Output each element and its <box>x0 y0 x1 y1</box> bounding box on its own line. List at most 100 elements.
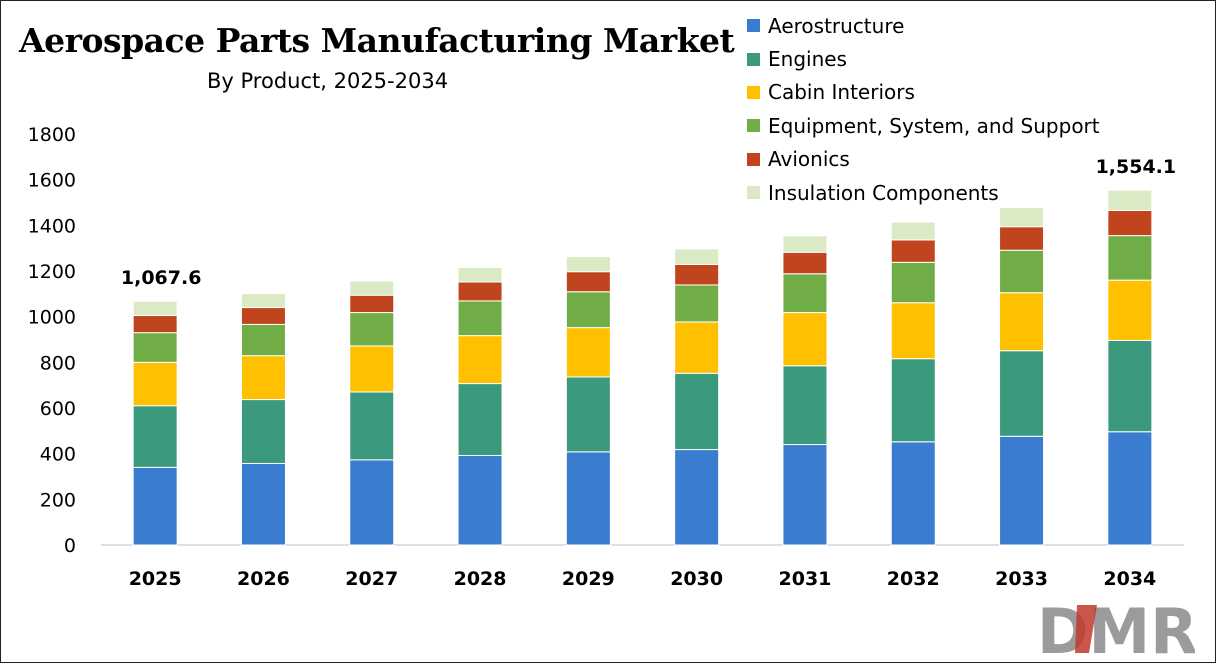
y-tick-label: 1600 <box>28 170 76 192</box>
legend-item: Equipment, System, and Support <box>747 109 1100 142</box>
x-tick-label: 2028 <box>454 568 507 590</box>
bar-segment-engines-2029 <box>565 376 611 453</box>
bar-segment-avionics-2029 <box>565 271 611 293</box>
bar-segment-equipment-system-and-support-2029 <box>565 291 611 329</box>
bar-segment-cabin-interiors-2033 <box>999 292 1045 352</box>
y-tick-label: 1800 <box>28 124 76 146</box>
bar-segment-equipment-system-and-support-2030 <box>674 284 720 323</box>
chart-subtitle: By Product, 2025-2034 <box>207 69 449 93</box>
bar-segment-aerostructure-2030 <box>674 449 720 546</box>
bar-segment-aerostructure-2031 <box>782 444 828 546</box>
dmr-logo-accent <box>1075 605 1097 653</box>
bar-segment-insulation-components-2027 <box>349 280 395 296</box>
bar-segment-insulation-components-2029 <box>565 256 611 273</box>
x-tick-label: 2033 <box>995 568 1048 590</box>
bar-segment-cabin-interiors-2034 <box>1107 279 1153 341</box>
bar-segment-aerostructure-2032 <box>890 441 936 546</box>
x-tick-label: 2025 <box>129 568 182 590</box>
legend-item: Insulation Components <box>747 176 1100 209</box>
bar-segment-cabin-interiors-2032 <box>890 302 936 360</box>
x-tick-label: 2031 <box>779 568 832 590</box>
bar-segment-avionics-2028 <box>457 281 503 302</box>
bar-segment-avionics-2034 <box>1107 209 1153 237</box>
bar-segment-avionics-2030 <box>674 263 720 286</box>
chart-title: Aerospace Parts Manufacturing Market <box>19 21 735 60</box>
dmr-logo-text: DMR <box>1037 601 1195 657</box>
x-tick-label: 2026 <box>237 568 290 590</box>
legend-item: Cabin Interiors <box>747 76 1100 109</box>
bar-segment-insulation-components-2028 <box>457 267 503 283</box>
x-tick-label: 2029 <box>562 568 615 590</box>
bar-segment-insulation-components-2034 <box>1107 189 1153 211</box>
bar-segment-equipment-system-and-support-2025 <box>132 332 178 363</box>
bar-segment-insulation-components-2032 <box>890 221 936 241</box>
legend-swatch <box>747 85 760 99</box>
legend-swatch <box>747 52 760 66</box>
bar-segment-avionics-2031 <box>782 251 828 275</box>
bar-segment-avionics-2025 <box>132 315 178 334</box>
bar-segment-avionics-2026 <box>240 307 286 325</box>
y-tick-label: 600 <box>40 398 76 420</box>
y-tick-label: 200 <box>40 489 76 511</box>
y-tick-label: 400 <box>40 444 76 466</box>
bar-segment-aerostructure-2033 <box>999 435 1045 546</box>
legend-swatch <box>747 152 760 166</box>
bar-segment-cabin-interiors-2030 <box>674 321 720 374</box>
legend-swatch <box>747 19 760 33</box>
legend-item: Avionics <box>747 143 1100 176</box>
bar-segment-aerostructure-2034 <box>1107 431 1153 546</box>
bar-segment-equipment-system-and-support-2026 <box>240 323 286 357</box>
legend-label: Engines <box>768 47 847 72</box>
bar-segment-insulation-components-2026 <box>240 293 286 309</box>
bar-segment-equipment-system-and-support-2033 <box>999 249 1045 294</box>
bar-segment-aerostructure-2026 <box>240 462 286 546</box>
chart-legend: Aerostructure Engines Cabin Interiors Equip… <box>747 9 1100 209</box>
legend-label: Insulation Components <box>768 180 999 205</box>
legend-label: Equipment, System, and Support <box>768 113 1100 138</box>
x-tick-label: 2032 <box>887 568 940 590</box>
bar-segment-engines-2030 <box>674 372 720 451</box>
bar-segment-aerostructure-2025 <box>132 466 178 546</box>
x-tick-label: 2027 <box>345 568 398 590</box>
bar-segment-insulation-components-2030 <box>674 248 720 265</box>
data-label-total: 1,067.6 <box>121 267 202 289</box>
legend-label: Avionics <box>768 147 850 172</box>
bar-segment-insulation-components-2033 <box>999 207 1045 228</box>
bar-segment-engines-2034 <box>1107 339 1153 433</box>
legend-item: Engines <box>747 42 1100 75</box>
legend-label: Cabin Interiors <box>768 80 915 105</box>
bar-segment-engines-2032 <box>890 358 936 443</box>
y-tick-label: 0 <box>64 535 76 557</box>
x-tick-label: 2030 <box>670 568 723 590</box>
legend-item: Aerostructure <box>747 9 1100 42</box>
bar-segment-insulation-components-2025 <box>132 300 178 317</box>
legend-label: Aerostructure <box>768 13 905 38</box>
bar-segment-equipment-system-and-support-2032 <box>890 261 936 304</box>
bar-segment-cabin-interiors-2029 <box>565 327 611 378</box>
bar-segment-cabin-interiors-2028 <box>457 335 503 385</box>
bar-segment-cabin-interiors-2025 <box>132 361 178 407</box>
y-tick-label: 800 <box>40 352 76 374</box>
bar-segment-engines-2026 <box>240 399 286 464</box>
y-tick-label: 1200 <box>28 261 76 283</box>
bar-segment-cabin-interiors-2027 <box>349 345 395 393</box>
bar-segment-engines-2025 <box>132 405 178 468</box>
bar-segment-equipment-system-and-support-2027 <box>349 312 395 347</box>
data-label-total: 1,554.1 <box>1096 156 1177 178</box>
bar-segment-aerostructure-2028 <box>457 454 503 546</box>
bar-segment-avionics-2032 <box>890 239 936 263</box>
bar-segment-engines-2033 <box>999 350 1045 437</box>
bar-segment-engines-2028 <box>457 383 503 456</box>
legend-swatch <box>747 119 760 133</box>
bar-segment-insulation-components-2031 <box>782 235 828 253</box>
bar-segment-aerostructure-2029 <box>565 451 611 546</box>
bar-segment-equipment-system-and-support-2034 <box>1107 235 1153 281</box>
bar-segment-aerostructure-2027 <box>349 459 395 546</box>
bar-segment-engines-2027 <box>349 391 395 461</box>
x-tick-label: 2034 <box>1103 568 1156 590</box>
dmr-logo: DMR <box>1037 601 1195 657</box>
y-tick-label: 1400 <box>28 215 76 237</box>
bar-segment-equipment-system-and-support-2031 <box>782 273 828 314</box>
